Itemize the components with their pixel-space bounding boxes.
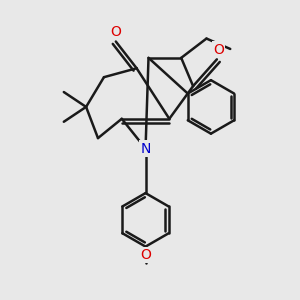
Text: O: O bbox=[140, 248, 151, 262]
Text: O: O bbox=[213, 43, 224, 56]
Text: N: N bbox=[140, 142, 151, 155]
Text: O: O bbox=[110, 25, 121, 39]
